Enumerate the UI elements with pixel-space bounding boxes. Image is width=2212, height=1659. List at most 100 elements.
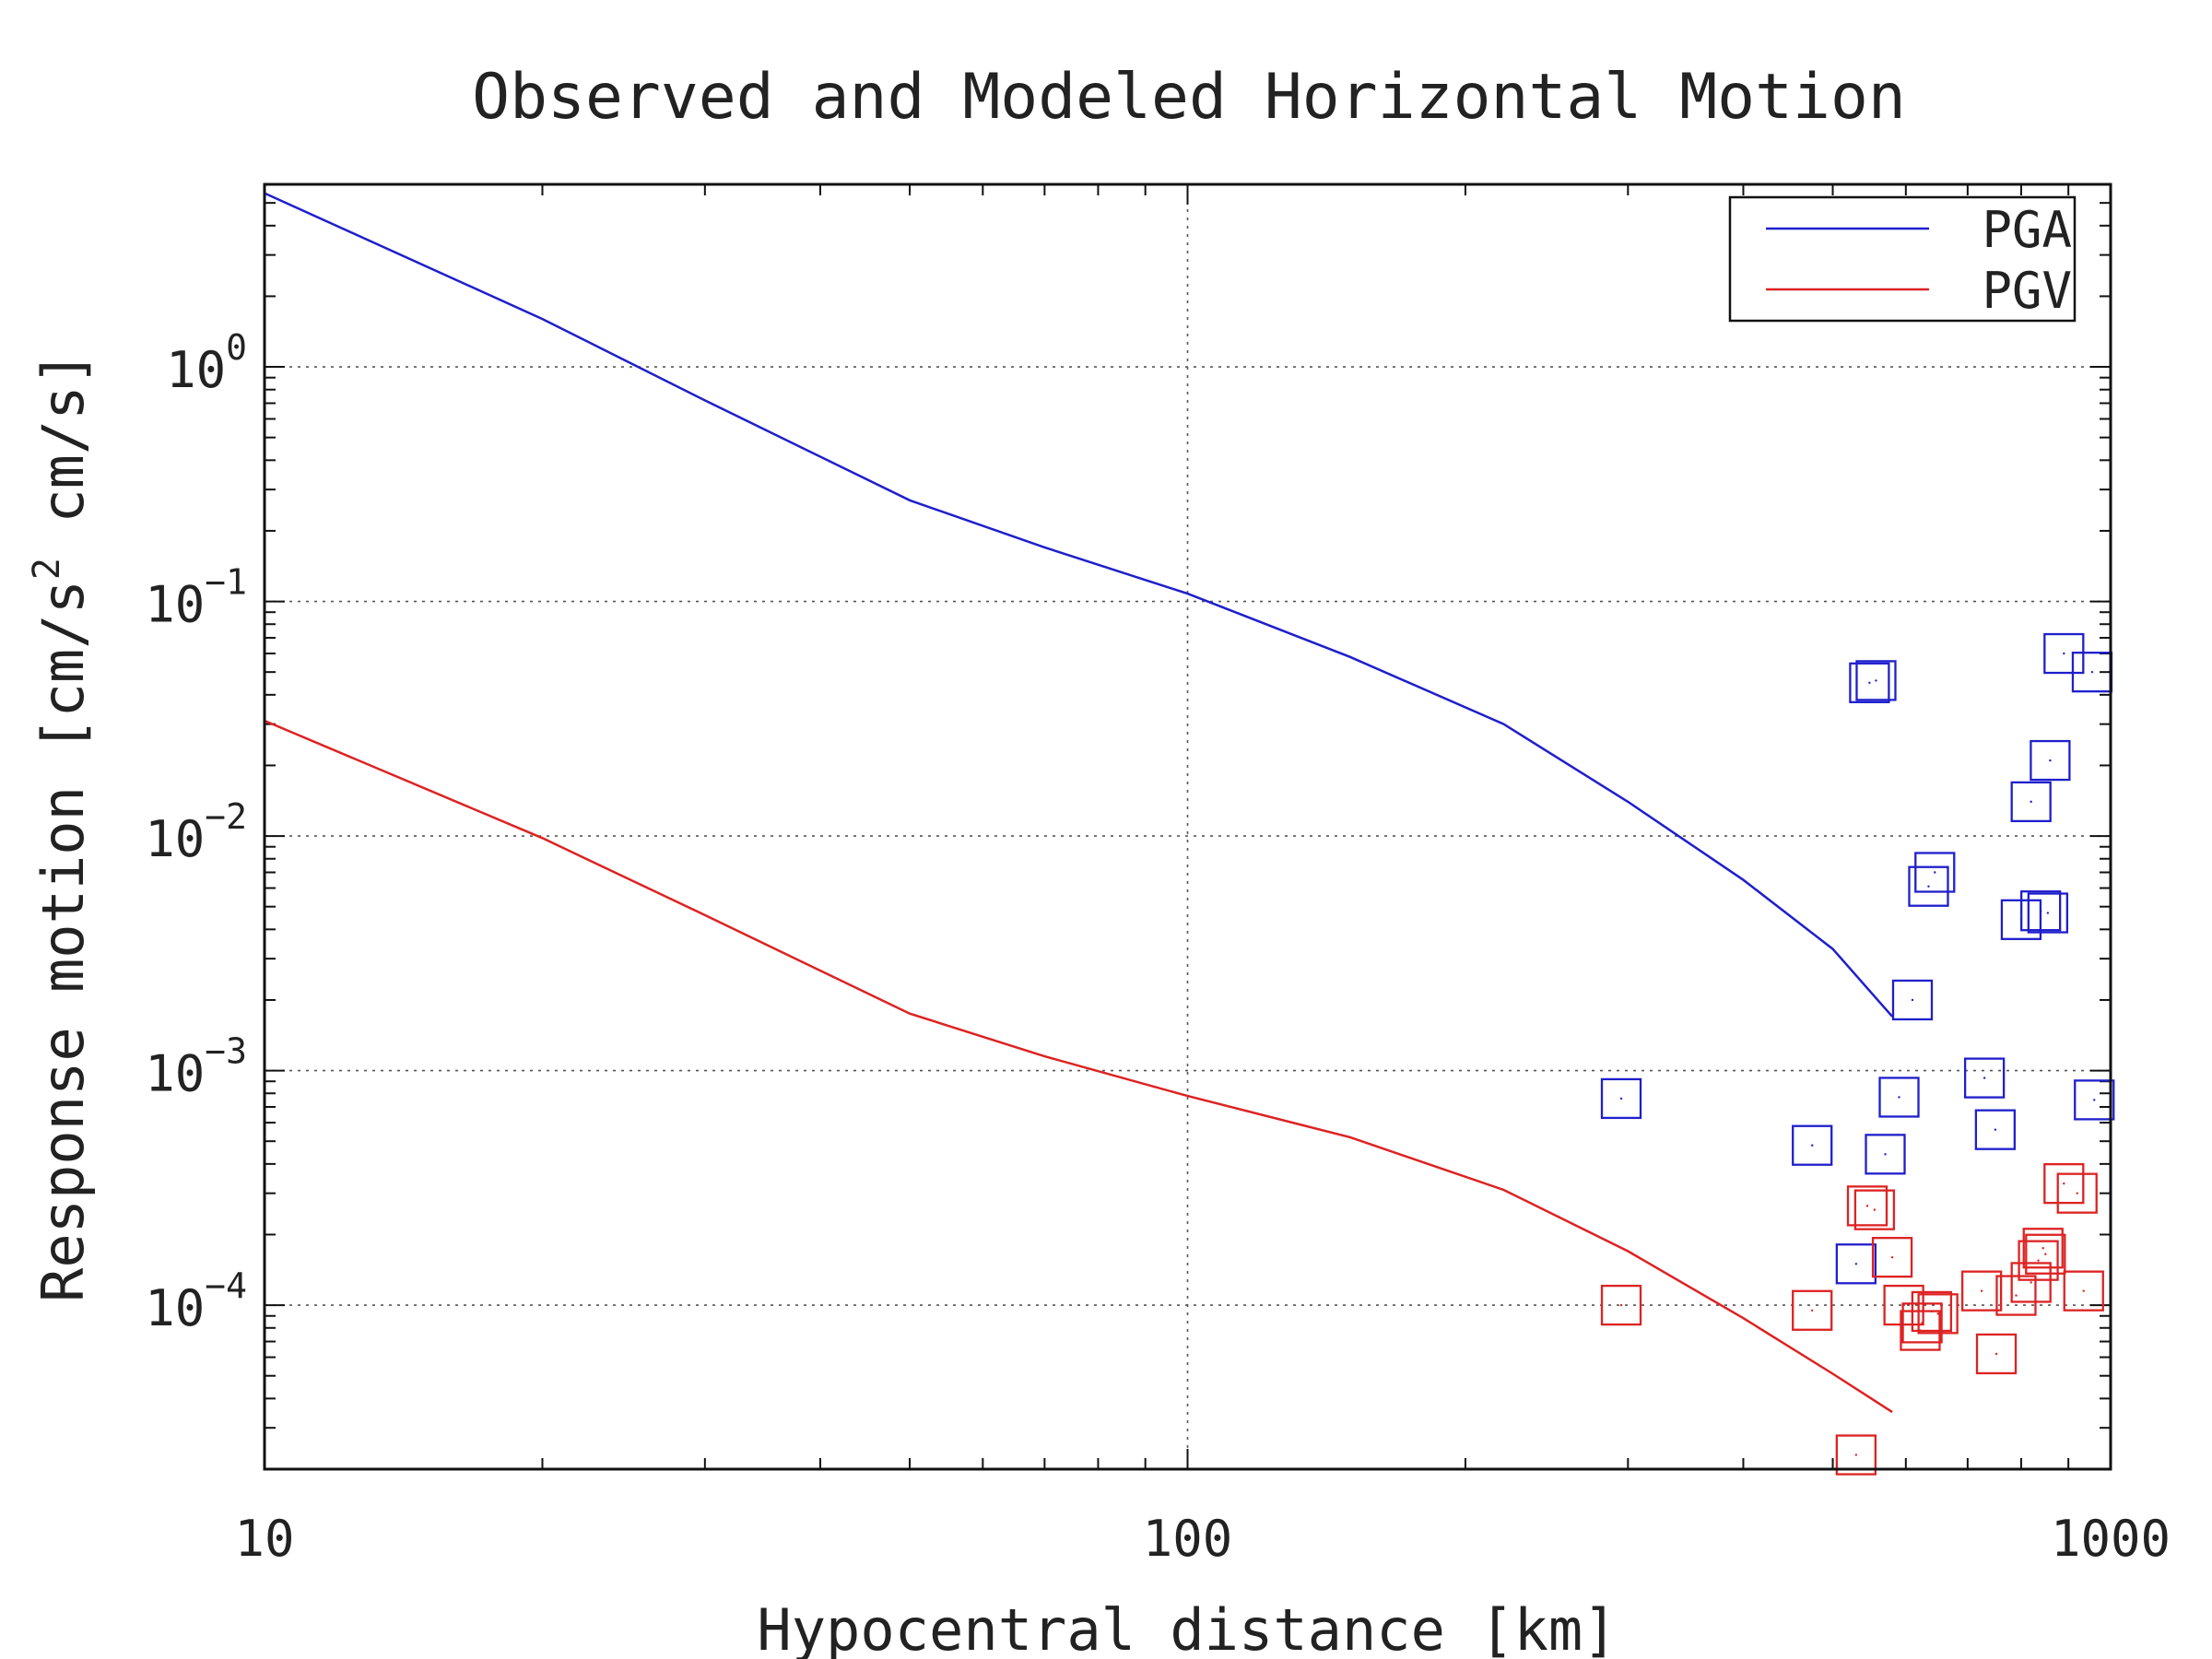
data-point-center-pgv: [2037, 1259, 2040, 1262]
x-tick-labels: 10 100 1000: [234, 1510, 2171, 1568]
y-tick-label-base: 10: [166, 341, 226, 399]
data-point-pga: [1792, 1124, 1833, 1166]
data-point-center-pga: [1875, 679, 1877, 682]
data-point-pga: [1855, 660, 1897, 701]
y-axis-label-superscript: 2: [26, 558, 68, 580]
data-point-center-pgv: [1930, 1310, 1934, 1313]
data-point-pgv: [2018, 1240, 2059, 1281]
y-tick-label-exponent: 0: [226, 327, 247, 368]
data-point-pga: [1891, 979, 1934, 1021]
data-point-center-pgv: [1890, 1255, 1894, 1259]
data-point-center-pga: [1994, 1128, 1997, 1131]
chart-title: Observed and Modeled Horizontal Motion: [472, 61, 1906, 134]
y-tick-label: 100: [166, 327, 247, 399]
legend: PGA PGV: [1728, 195, 2077, 323]
data-point-center-pga: [1854, 1263, 1858, 1265]
data-point-pgv: [1846, 1185, 1888, 1227]
data-point-pgv: [1853, 1189, 1896, 1230]
legend-label-pgv: PGV: [1982, 262, 2072, 320]
data-point-pga: [2010, 781, 2052, 823]
series-line-pgv: [264, 719, 1893, 1414]
data-point-pga: [2074, 1079, 2115, 1121]
data-point-center-pgv: [1619, 1303, 1623, 1307]
data-point-pgv: [1911, 1290, 1953, 1333]
data-point-center-pgv: [1980, 1289, 1983, 1292]
x-tick-label: 1000: [2051, 1510, 2171, 1568]
y-tick-label-base: 10: [145, 576, 205, 634]
plot-series: [264, 192, 1894, 1414]
data-point-center-pgv: [2044, 1253, 2047, 1255]
data-point-center-pga: [1868, 681, 1871, 685]
data-point-pga: [1878, 1077, 1920, 1118]
data-point-center-pga: [2093, 1099, 2096, 1101]
series-line-pga: [264, 192, 1894, 1018]
data-point-pga: [1849, 662, 1890, 703]
data-point-pga: [2027, 892, 2069, 934]
data-point-center-pgv: [1854, 1453, 1858, 1456]
y-tick-label-base: 10: [145, 1045, 205, 1103]
legend-box: [1728, 195, 2077, 323]
y-tick-label-exponent: −3: [205, 1031, 247, 1072]
data-point-center-pgv: [2030, 1281, 2032, 1284]
data-point-pga: [1974, 1109, 2017, 1150]
data-point-center-pga: [1811, 1144, 1814, 1147]
data-point-pga: [1865, 1134, 1906, 1175]
data-point-center-pga: [1983, 1077, 1986, 1079]
y-axis-label-part2: cm/s]: [29, 351, 97, 558]
y-axis-label: Response motion [cm/s2 cm/s]: [26, 351, 97, 1302]
data-point-center-pgv: [1865, 1205, 1869, 1207]
y-tick-label: 10−4: [145, 1265, 247, 1337]
grid: [265, 184, 2111, 1469]
y-tick-label-base: 10: [145, 810, 205, 868]
y-tick-label-exponent: −4: [205, 1265, 247, 1306]
data-point-pgv: [1975, 1333, 2018, 1375]
data-point-center-pgv: [1811, 1309, 1814, 1312]
x-axis-label: Hypocentral distance [km]: [757, 1596, 1617, 1659]
data-point-pgv: [2025, 1233, 2066, 1275]
data-point-center-pgv: [2015, 1294, 2018, 1297]
data-point-pgv: [2063, 1270, 2104, 1312]
data-point-center-pgv: [1921, 1322, 1924, 1324]
data-point-center-pga: [1927, 885, 1930, 888]
x-tick-label: 10: [234, 1510, 294, 1568]
data-point-pga: [1914, 852, 1956, 893]
data-point-center-pga: [2039, 910, 2042, 912]
data-point-pgv: [1792, 1289, 1833, 1331]
y-tick-label-exponent: −1: [205, 562, 247, 603]
data-point-center-pga: [1884, 1153, 1887, 1156]
data-point-center-pgv: [1873, 1208, 1877, 1211]
data-point-center-pgv: [2041, 1247, 2044, 1250]
data-point-center-pga: [2049, 759, 2052, 762]
data-point-center-pgv: [1994, 1352, 1998, 1356]
data-point-pgv: [1917, 1293, 1959, 1335]
data-point-center-pga: [1911, 998, 1914, 1002]
data-point-pga: [1835, 1243, 1877, 1285]
data-point-pgv: [1995, 1275, 2037, 1316]
data-point-pga: [1600, 1077, 1642, 1120]
data-point-center-pga: [2046, 912, 2050, 914]
plot-frame: [263, 182, 2112, 1471]
y-tick-label: 10−3: [145, 1031, 247, 1103]
data-point-center-pgv: [2082, 1289, 2085, 1292]
data-point-center-pga: [1898, 1096, 1900, 1099]
data-point-center-pga: [2063, 652, 2065, 655]
data-point-pgv: [1600, 1284, 1642, 1326]
data-point-center-pgv: [1936, 1312, 1939, 1315]
y-tick-label-base: 10: [145, 1279, 205, 1337]
data-point-pga: [1963, 1057, 2006, 1099]
data-point-pgv: [1960, 1270, 2003, 1312]
legend-label-pga: PGA: [1982, 201, 2072, 259]
y-tick-label: 10−1: [145, 562, 247, 634]
data-point-center-pga: [1934, 871, 1936, 874]
data-point-pgv: [1835, 1434, 1877, 1476]
data-point-pgv: [1901, 1302, 1943, 1344]
observed-points: [1600, 632, 2115, 1476]
data-point-pgv: [2056, 1172, 2098, 1214]
data-point-pga: [2020, 890, 2062, 932]
data-point-center-pgv: [2076, 1192, 2078, 1194]
x-tick-label: 100: [1143, 1510, 1233, 1568]
data-point-pgv: [2022, 1228, 2064, 1269]
data-point-pga: [2030, 739, 2071, 782]
